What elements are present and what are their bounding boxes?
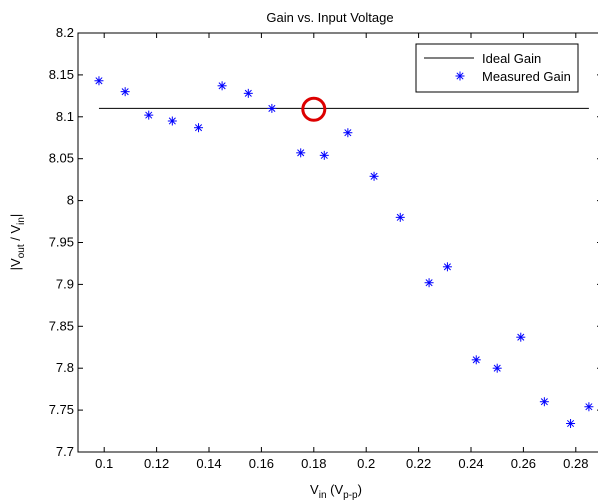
measured-gain-point [194, 123, 204, 133]
x-tick-label: 0.12 [144, 456, 169, 471]
x-axis-label: Vin (Vp-p) [310, 482, 362, 501]
y-axis-label-sub2: in [16, 217, 27, 225]
x-axis-label-paren-sub: p-p [343, 490, 358, 501]
measured-gain-point [296, 148, 306, 158]
measured-gain-point [492, 363, 502, 373]
measured-gain-point [94, 76, 104, 86]
y-tick-label: 8.2 [56, 25, 74, 40]
highlight-circle [301, 96, 327, 122]
chart-title: Gain vs. Input Voltage [266, 10, 393, 25]
y-axis-label: |Vout / Vin| [8, 214, 27, 271]
x-tick-label: 0.16 [249, 456, 274, 471]
legend-star-marker [455, 71, 465, 81]
y-tick-label: 8.05 [49, 151, 74, 166]
y-tick-label: 7.85 [49, 318, 74, 333]
y-tick-label: 7.9 [56, 276, 74, 291]
measured-gain-point [395, 212, 405, 222]
measured-gain-point [539, 397, 549, 407]
legend-ideal-label: Ideal Gain [482, 51, 541, 66]
legend-measured-label: Measured Gain [482, 69, 571, 84]
x-tick-label: 0.22 [406, 456, 431, 471]
measured-gain-point [217, 81, 227, 91]
legend-box [415, 43, 579, 93]
y-tick-label: 8 [67, 193, 74, 208]
y-axis-ticks: 7.7 7.75 7.8 7.85 7.9 7.95 8 8.05 8.1 8.15 8.2 [49, 25, 598, 459]
y-axis-label-post: | [8, 214, 23, 217]
measured-gain-point [144, 110, 154, 120]
measured-gain-point [442, 262, 452, 272]
y-tick-label: 7.75 [49, 402, 74, 417]
legend: Ideal Gain Measured Gain [415, 43, 579, 93]
y-tick-label: 7.7 [56, 444, 74, 459]
measured-gain-point [424, 278, 434, 288]
measured-gain-point [516, 332, 526, 342]
measured-gain-point [369, 171, 379, 181]
measured-gain-point [566, 419, 576, 429]
measured-gain-point [120, 87, 130, 97]
measured-gain-point [584, 402, 594, 412]
x-tick-label: 0.26 [511, 456, 536, 471]
x-tick-label: 0.14 [196, 456, 221, 471]
x-axis-label-sub: in [319, 490, 327, 501]
y-axis-label-pre: |V [8, 258, 23, 270]
y-tick-label: 8.15 [49, 67, 74, 82]
x-tick-label: 0.1 [95, 456, 113, 471]
x-tick-label: 0.28 [563, 456, 588, 471]
measured-gain-point [343, 128, 353, 138]
measured-gain-point [167, 116, 177, 126]
x-tick-label: 0.2 [357, 456, 375, 471]
measured-gain-point [243, 88, 253, 98]
y-axis-label-mid: / V [8, 225, 23, 245]
x-axis-label-paren-open: (V [327, 482, 344, 497]
measured-gain-points [94, 76, 594, 429]
y-axis-label-sub1: out [16, 244, 27, 258]
x-axis-ticks: 0.1 0.12 0.14 0.16 0.18 0.2 0.22 0.24 0.26 0.28 [95, 33, 588, 471]
y-tick-label: 8.1 [56, 109, 74, 124]
x-axis-label-paren-close: ) [358, 482, 362, 497]
x-tick-label: 0.18 [301, 456, 326, 471]
y-tick-label: 7.95 [49, 235, 74, 250]
y-tick-label: 7.8 [56, 360, 74, 375]
measured-gain-point [267, 103, 277, 113]
legend-measured-swatch [455, 71, 465, 81]
x-tick-label: 0.24 [458, 456, 483, 471]
measured-gain-point [471, 355, 481, 365]
plot-area [77, 32, 598, 453]
measured-gain-point [319, 150, 329, 160]
x-axis-label-main: V [310, 482, 319, 497]
